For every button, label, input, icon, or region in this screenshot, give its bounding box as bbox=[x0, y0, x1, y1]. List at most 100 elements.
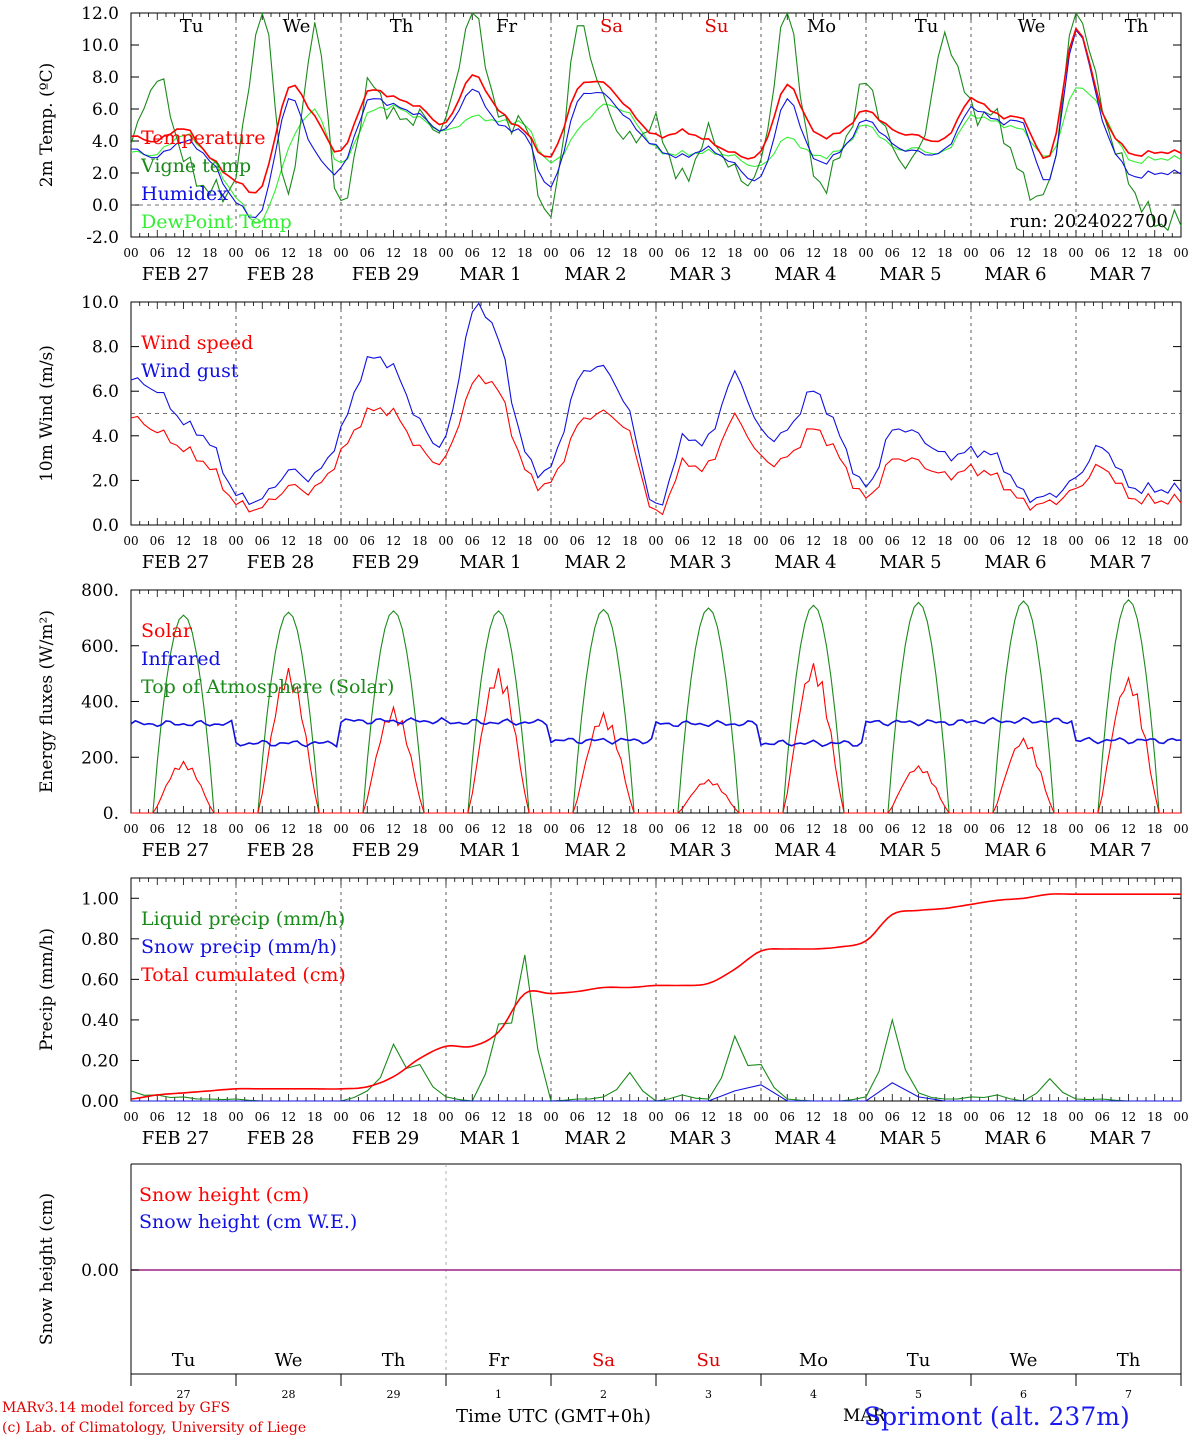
hour-tick-label: 12 bbox=[491, 534, 506, 548]
hour-tick-label: 18 bbox=[727, 1110, 742, 1124]
day-label: MAR 7 bbox=[1089, 840, 1151, 861]
hour-tick-label: 12 bbox=[176, 246, 191, 260]
y-tick-label: 4.0 bbox=[92, 427, 119, 447]
hour-tick-label: 18 bbox=[202, 1110, 217, 1124]
hour-tick-label: 12 bbox=[386, 1110, 401, 1124]
legend-entry: Vigne temp bbox=[140, 155, 251, 177]
hour-tick-label: 18 bbox=[1147, 1110, 1162, 1124]
hour-tick-label: 06 bbox=[885, 534, 900, 548]
hour-tick-label: 00 bbox=[333, 1110, 348, 1124]
hour-tick-label: 00 bbox=[753, 534, 768, 548]
legend-entry: DewPoint Temp bbox=[141, 211, 292, 233]
hour-tick-label: 06 bbox=[885, 1110, 900, 1124]
day-label: MAR 7 bbox=[1089, 552, 1151, 573]
hour-tick-label: 00 bbox=[858, 1110, 873, 1124]
weekday-label: Tu bbox=[180, 16, 204, 37]
day-label: MAR 1 bbox=[459, 840, 521, 861]
day-label: MAR 1 bbox=[459, 552, 521, 573]
hour-tick-label: 18 bbox=[937, 1110, 952, 1124]
hour-tick-label: 12 bbox=[701, 534, 716, 548]
hour-tick-label: 18 bbox=[727, 246, 742, 260]
day-label: FEB 29 bbox=[352, 840, 419, 861]
series-line bbox=[130, 11, 1182, 232]
weekday-label: Th bbox=[390, 16, 414, 37]
hour-tick-label: 12 bbox=[701, 822, 716, 836]
hour-tick-label: 12 bbox=[1016, 822, 1031, 836]
y-tick-label: 10.0 bbox=[81, 293, 119, 313]
hour-tick-label: 12 bbox=[911, 534, 926, 548]
legend-entry: Temperature bbox=[141, 127, 265, 149]
hour-tick-label: 00 bbox=[963, 534, 978, 548]
hour-tick-label: 18 bbox=[937, 822, 952, 836]
hour-tick-label: 00 bbox=[438, 534, 453, 548]
weekday-label: We bbox=[275, 1350, 303, 1371]
y-tick-label: 8.0 bbox=[92, 338, 119, 358]
hour-tick-label: 18 bbox=[727, 534, 742, 548]
y-tick-label: 0.60 bbox=[81, 970, 119, 990]
hour-tick-label: 18 bbox=[1042, 534, 1057, 548]
day-label: MAR 4 bbox=[774, 1128, 836, 1149]
legend-entry: Wind gust bbox=[141, 360, 239, 382]
hour-tick-label: 18 bbox=[937, 534, 952, 548]
hour-tick-label: 06 bbox=[780, 246, 795, 260]
hour-tick-label: 06 bbox=[885, 822, 900, 836]
hour-tick-label: 06 bbox=[1095, 1110, 1110, 1124]
hour-tick-label: 06 bbox=[360, 246, 375, 260]
hour-tick-label: 12 bbox=[176, 822, 191, 836]
weekday-label: Th bbox=[1117, 1350, 1141, 1371]
series-line bbox=[130, 29, 1182, 218]
hour-tick-label: 00 bbox=[123, 822, 138, 836]
hour-tick-label: 18 bbox=[517, 246, 532, 260]
model-credit: MARv3.14 model forced by GFS bbox=[2, 1400, 231, 1416]
day-number: 2 bbox=[600, 1388, 607, 1401]
hour-tick-label: 06 bbox=[360, 822, 375, 836]
weekday-label: We bbox=[1018, 16, 1046, 37]
hour-tick-label: 12 bbox=[176, 534, 191, 548]
snow-precip-line bbox=[131, 1082, 1181, 1102]
day-label: FEB 29 bbox=[352, 552, 419, 573]
y-tick-label: 0.00 bbox=[81, 1092, 119, 1112]
day-number: 27 bbox=[177, 1388, 191, 1401]
day-label: MAR 3 bbox=[669, 552, 731, 573]
y-axis-label: Precip (mm/h) bbox=[37, 928, 57, 1051]
hour-tick-label: 12 bbox=[911, 822, 926, 836]
hour-tick-label: 06 bbox=[255, 534, 270, 548]
legend-entry: Humidex bbox=[141, 183, 228, 205]
y-tick-label: 1.00 bbox=[81, 889, 119, 909]
hour-tick-label: 06 bbox=[255, 246, 270, 260]
hour-tick-label: 06 bbox=[570, 1110, 585, 1124]
hour-tick-label: 00 bbox=[228, 246, 243, 260]
hour-tick-label: 00 bbox=[963, 1110, 978, 1124]
y-tick-label: 400. bbox=[81, 693, 119, 713]
hour-tick-label: 12 bbox=[806, 534, 821, 548]
hour-tick-label: 06 bbox=[675, 1110, 690, 1124]
y-tick-label: 8.0 bbox=[92, 68, 119, 88]
hour-tick-label: 12 bbox=[491, 1110, 506, 1124]
day-number: 3 bbox=[705, 1388, 712, 1401]
y-tick-label: -2.0 bbox=[86, 228, 119, 248]
day-label: FEB 29 bbox=[352, 264, 419, 285]
hour-tick-label: 12 bbox=[596, 1110, 611, 1124]
y-axis-label: Snow height (cm) bbox=[37, 1193, 57, 1345]
station-label: Sprimont (alt. 237m) bbox=[864, 1402, 1130, 1431]
run-label: run: 2024022700 bbox=[1010, 211, 1168, 232]
weekday-label: Su bbox=[697, 1350, 721, 1371]
hour-tick-label: 12 bbox=[701, 246, 716, 260]
hour-tick-label: 00 bbox=[333, 534, 348, 548]
hour-tick-label: 06 bbox=[465, 822, 480, 836]
hour-tick-label: 18 bbox=[307, 822, 322, 836]
y-tick-label: 0.0 bbox=[92, 196, 119, 216]
series-line bbox=[130, 87, 1182, 224]
hour-tick-label: 12 bbox=[281, 534, 296, 548]
legend-entry: Infrared bbox=[141, 648, 221, 670]
day-number: 4 bbox=[810, 1388, 817, 1401]
hour-tick-label: 12 bbox=[176, 1110, 191, 1124]
total-cumulated-line bbox=[130, 893, 1181, 1100]
hour-tick-label: 12 bbox=[911, 246, 926, 260]
hour-tick-label: 00 bbox=[333, 246, 348, 260]
hour-tick-label: 12 bbox=[806, 822, 821, 836]
hour-tick-label: 00 bbox=[333, 822, 348, 836]
hour-tick-label: 06 bbox=[465, 534, 480, 548]
hour-tick-label: 00 bbox=[123, 534, 138, 548]
hour-tick-label: 18 bbox=[202, 246, 217, 260]
